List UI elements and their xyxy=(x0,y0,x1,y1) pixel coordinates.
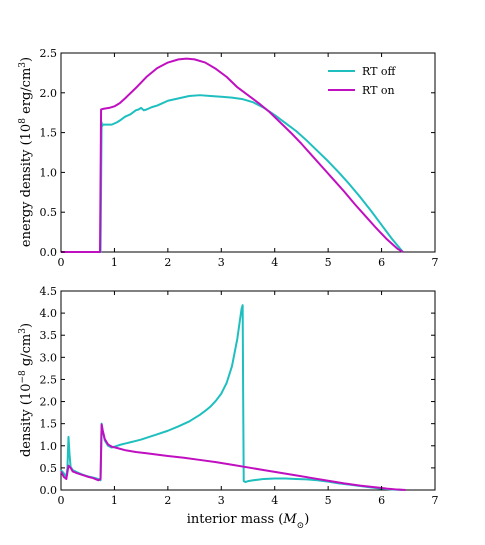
x-tick-label: 1 xyxy=(111,494,118,507)
x-tick-label: 0 xyxy=(58,256,65,269)
legend-label-rt-on: RT on xyxy=(362,84,395,97)
x-tick-label: 2 xyxy=(164,256,171,269)
x-tick-label: 7 xyxy=(432,256,439,269)
series-line-rt-off xyxy=(61,94,404,253)
density-panel: 0 1 2 3 4 5 6 7 0.0 0.5 1.0 1.5 2.0 2.5 3.0 3.5 4.0 4.5 d… xyxy=(18,285,439,531)
y-tick-label: 4.0 xyxy=(40,307,58,320)
x-tick-label: 3 xyxy=(218,256,225,269)
y-tick-label: 0.5 xyxy=(40,206,58,219)
ticks-layer: 0 1 2 3 4 5 6 7 0.0 0.5 1.0 1.5 2.0 2.5 3.0 3.5 4.0 4.5 xyxy=(40,285,439,507)
x-tick-label: 4 xyxy=(271,256,278,269)
x-tick-label: 6 xyxy=(378,256,385,269)
plot-frame xyxy=(60,290,436,491)
x-tick-label: 7 xyxy=(432,494,439,507)
series-line-rt-off xyxy=(60,304,403,491)
series-layer xyxy=(61,57,404,253)
x-axis-label: interior mass (M⊙) xyxy=(187,512,310,531)
series-line-rt-on xyxy=(61,57,404,253)
series-layer xyxy=(60,304,406,491)
y-tick-label: 0.5 xyxy=(40,462,58,475)
y-tick-label: 3.0 xyxy=(40,351,58,364)
y-tick-label: 0.0 xyxy=(40,246,58,259)
x-tick-label: 2 xyxy=(164,494,171,507)
y-axis-label: density (10−8 g/cm3) xyxy=(18,323,34,457)
x-tick-label: 5 xyxy=(325,494,332,507)
y-axis-label: energy density (108 erg/cm3) xyxy=(18,57,34,247)
y-tick-label: 1.5 xyxy=(40,127,58,140)
x-tick-label: 1 xyxy=(111,256,118,269)
x-tick-label: 6 xyxy=(378,494,385,507)
x-tick-label: 4 xyxy=(271,494,278,507)
x-tick-label: 0 xyxy=(58,494,65,507)
y-tick-label: 1.0 xyxy=(40,440,58,453)
y-tick-label: 2.5 xyxy=(40,373,58,386)
y-tick-label: 4.5 xyxy=(40,285,58,298)
ticks-layer: 0 1 2 3 4 5 6 7 0.0 0.5 1.0 1.5 2.0 2.5 xyxy=(40,47,439,269)
legend-label-rt-off: RT off xyxy=(362,65,397,78)
x-tick-label: 5 xyxy=(325,256,332,269)
series-line-rt-on xyxy=(60,423,406,491)
y-tick-label: 0.0 xyxy=(40,484,58,497)
y-tick-label: 3.5 xyxy=(40,329,58,342)
y-tick-label: 2.0 xyxy=(40,87,58,100)
legend: RT off RT on xyxy=(328,65,397,97)
y-tick-label: 1.5 xyxy=(40,418,58,431)
x-tick-label: 3 xyxy=(218,494,225,507)
energy-density-panel: 0 1 2 3 4 5 6 7 0.0 0.5 1.0 1.5 2.0 2.5 energy densit… xyxy=(18,47,439,269)
y-tick-label: 2.0 xyxy=(40,396,58,409)
plot-frame xyxy=(60,52,436,253)
y-tick-label: 2.5 xyxy=(40,47,58,60)
y-tick-label: 1.0 xyxy=(40,166,58,179)
